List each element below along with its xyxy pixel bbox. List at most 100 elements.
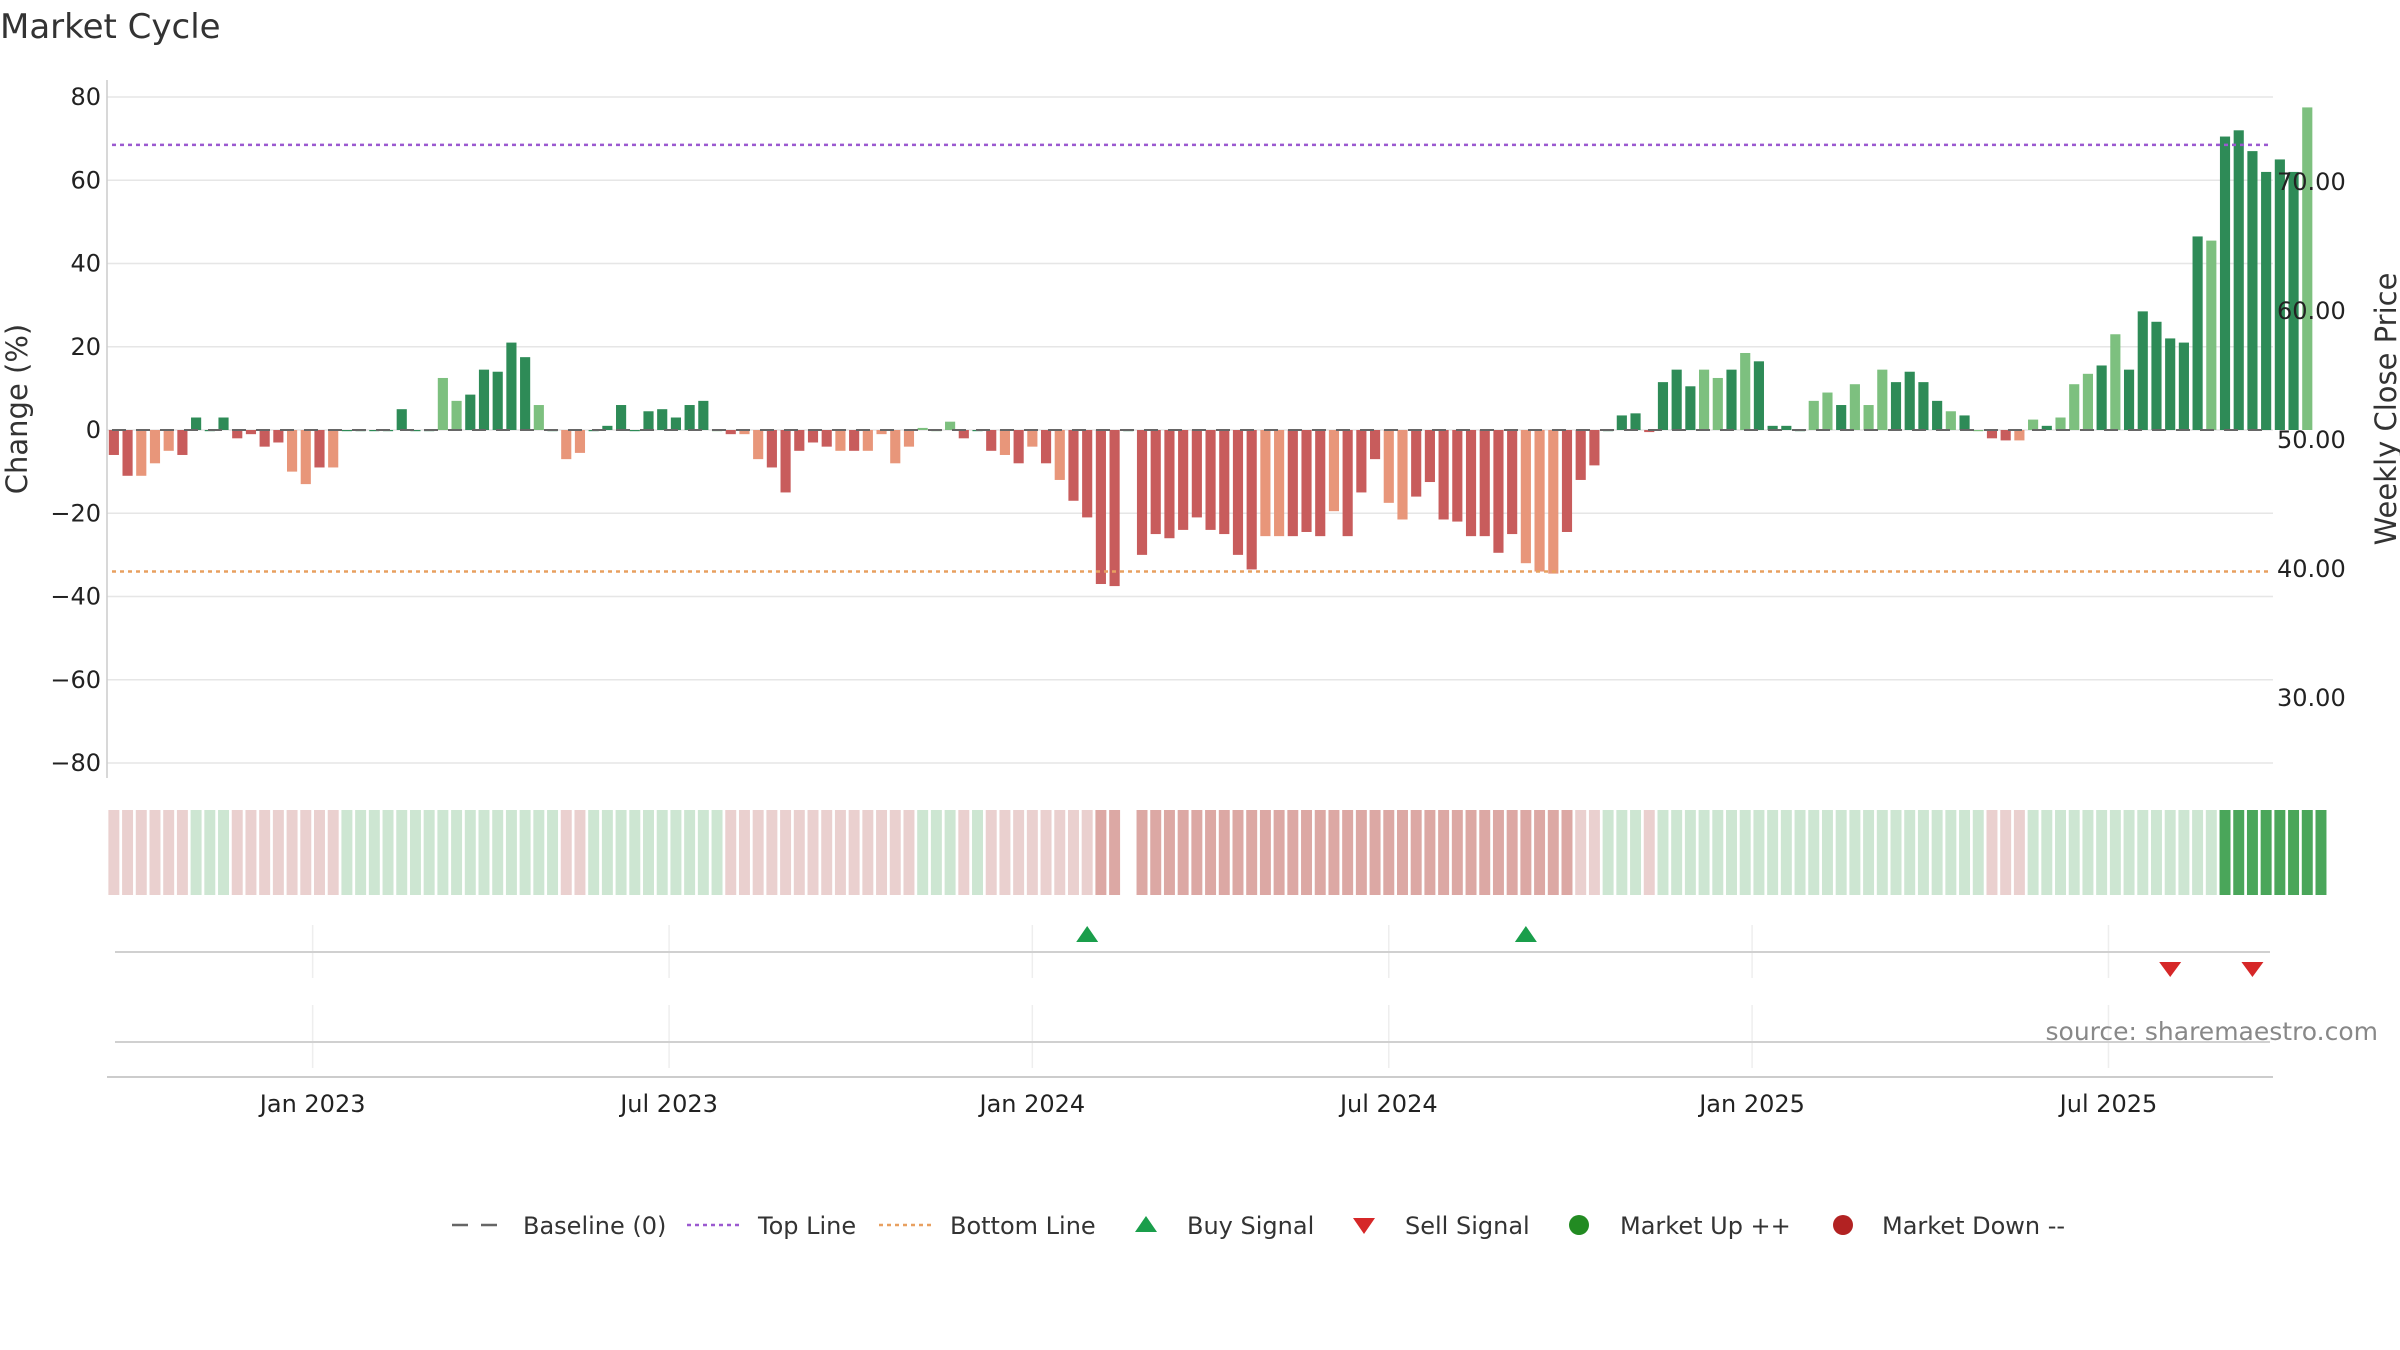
bar <box>1027 430 1038 447</box>
bar <box>108 430 119 455</box>
bar <box>1863 405 1874 430</box>
strip-cell <box>1643 810 1655 895</box>
strip-cell <box>697 810 709 895</box>
strip-cell <box>1383 810 1395 895</box>
strip-cell <box>1328 810 1340 895</box>
strip-cell <box>149 810 161 895</box>
bar <box>1232 430 1244 555</box>
strip-cell <box>1520 810 1532 895</box>
strip-cell <box>259 810 271 895</box>
strip-cell <box>2219 810 2231 895</box>
strip-cell <box>1067 810 1079 895</box>
bar <box>2247 151 2258 431</box>
strip-cell <box>1342 810 1354 895</box>
bar <box>2137 311 2148 430</box>
strip-cell <box>1013 810 1025 895</box>
strip-cell <box>1506 810 1518 895</box>
bar <box>1589 430 1600 466</box>
bar <box>2206 240 2217 430</box>
strip-cell <box>711 810 723 895</box>
bar <box>657 409 668 430</box>
strip-cell <box>1026 810 1038 895</box>
strip-cell <box>1904 810 1916 895</box>
strip-cell <box>2137 810 2149 895</box>
strip-cell <box>2192 810 2204 895</box>
bar <box>1890 382 1902 430</box>
strip-cell <box>1986 810 1998 895</box>
bar <box>2165 338 2176 430</box>
bar <box>506 342 517 430</box>
bar <box>520 357 531 430</box>
bar <box>1287 430 1298 537</box>
strip-cell <box>1273 810 1285 895</box>
strip-cell <box>231 810 243 895</box>
strip-cell <box>464 810 476 895</box>
bar <box>1164 430 1175 539</box>
x-tick-label: Jan 2023 <box>258 1090 366 1118</box>
strip-cell <box>2260 810 2272 895</box>
bar <box>1836 405 1847 430</box>
bar <box>602 425 613 430</box>
bar <box>821 430 832 447</box>
x-tick-label: Jul 2024 <box>1338 1090 1438 1118</box>
bar <box>1616 415 1627 430</box>
strip-cell <box>2301 810 2313 895</box>
bar <box>1986 430 1998 439</box>
strip-cell <box>1588 810 1600 895</box>
strip-cell <box>478 810 490 895</box>
bar <box>1657 382 1669 430</box>
bar <box>2014 430 2025 441</box>
bar <box>1040 430 1052 464</box>
strip-cell <box>862 810 874 895</box>
strip-cell <box>492 810 504 895</box>
strip-cell <box>1876 810 1888 895</box>
legend-label-buy: Buy Signal <box>1187 1212 1314 1240</box>
strip-cell <box>1698 810 1710 895</box>
strip-cell <box>204 810 216 895</box>
bar <box>232 430 243 439</box>
bar <box>1561 430 1573 532</box>
strip-cell <box>1863 810 1875 895</box>
strip-cell <box>122 810 134 895</box>
bar <box>259 430 270 447</box>
bar <box>1369 430 1381 460</box>
bar <box>1301 430 1312 532</box>
strip-cell <box>725 810 737 895</box>
strip-cell <box>2288 810 2300 895</box>
bar <box>451 400 462 430</box>
bar <box>314 430 325 468</box>
bar <box>2233 130 2244 431</box>
strip-cell <box>684 810 696 895</box>
bar <box>1904 371 1915 430</box>
bar <box>300 430 311 485</box>
bar <box>478 369 490 430</box>
bar <box>945 421 956 430</box>
x-tick-label: Jan 2025 <box>1697 1090 1805 1118</box>
strip-cell <box>1616 810 1628 895</box>
y-tick-label: −40 <box>50 583 101 611</box>
strip-cell <box>1972 810 1984 895</box>
strip-cell <box>2150 810 2162 895</box>
y-tick-label: −60 <box>50 666 101 694</box>
bar <box>369 430 380 432</box>
strip-cell <box>903 810 915 895</box>
y2-axis-title: Weekly Close Price <box>2369 273 2400 546</box>
strip-cell <box>1739 810 1751 895</box>
bar <box>1712 377 1723 430</box>
bar <box>2261 171 2272 431</box>
bar <box>1095 430 1106 585</box>
legend-label-top: Top Line <box>757 1212 856 1240</box>
strip-cell <box>1492 810 1504 895</box>
strip-cell <box>1945 810 1957 895</box>
bar <box>903 430 915 447</box>
bar <box>1479 430 1490 537</box>
y2-tick-labels: 70.00 60.00 50.00 40.00 30.00 <box>2277 168 2346 712</box>
strip-cell <box>382 810 394 895</box>
strip-cell <box>2068 810 2080 895</box>
bar <box>1699 369 1710 430</box>
bar <box>2041 425 2052 430</box>
bar <box>835 430 846 451</box>
market-down-legend-icon <box>1833 1215 1853 1235</box>
strip-cell <box>1534 810 1546 895</box>
signal-markers <box>1076 926 2264 977</box>
